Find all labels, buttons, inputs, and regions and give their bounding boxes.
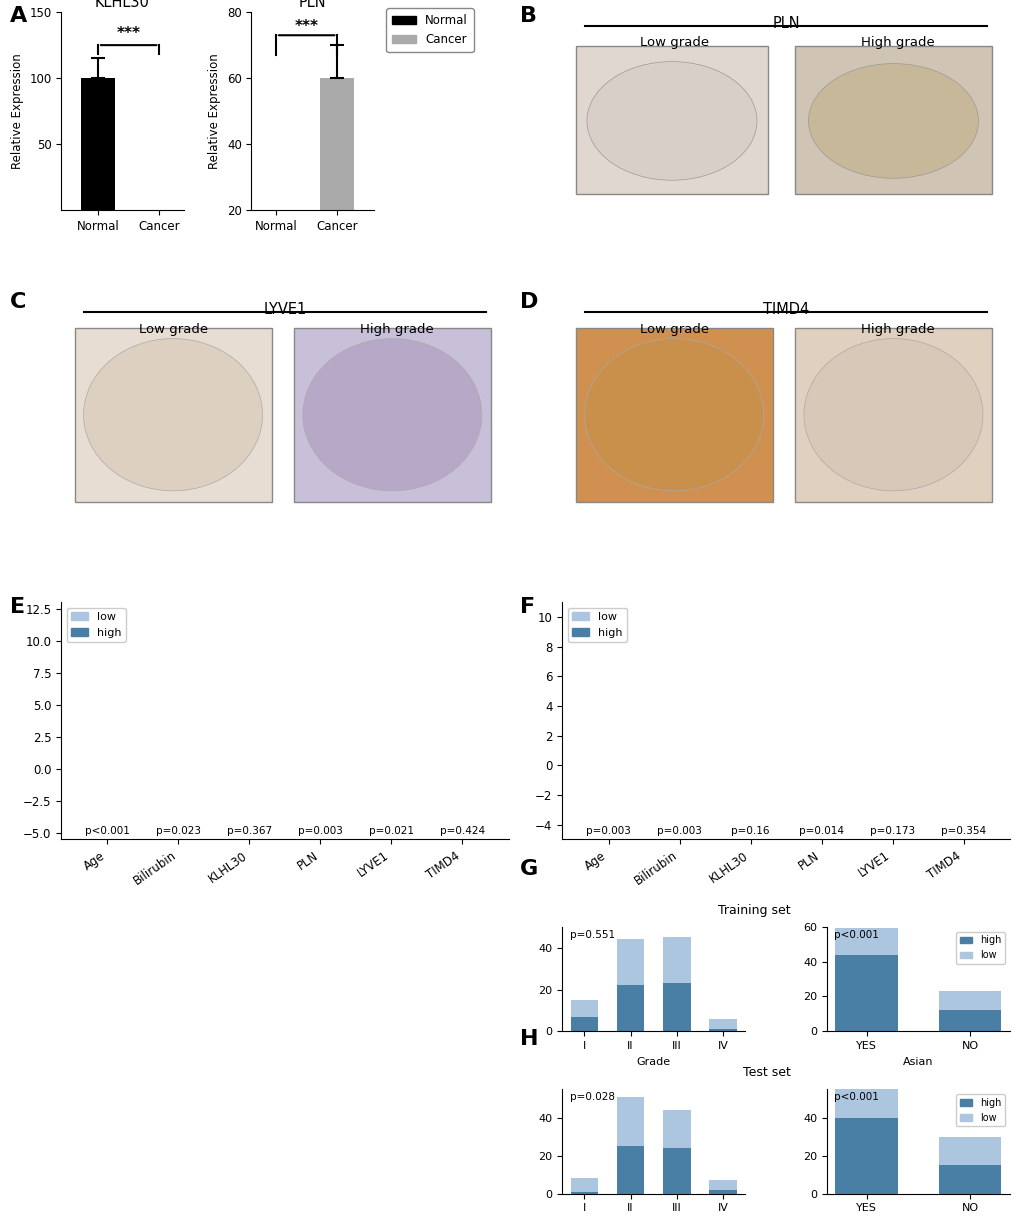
Text: Test set: Test set [742,1067,790,1079]
Ellipse shape [84,339,262,491]
Bar [570,1178,598,1191]
Bar [708,1180,736,1190]
Text: C: C [10,292,26,312]
Ellipse shape [586,62,756,180]
Bar [570,1000,598,1017]
Text: LYVE1: LYVE1 [263,302,307,317]
Bar [794,46,990,194]
Text: TIMD4: TIMD4 [762,302,808,317]
Bar [575,46,767,194]
Text: ***: *** [116,26,141,41]
Title: KLHL30: KLHL30 [95,0,150,10]
Y-axis label: Relative Expression: Relative Expression [10,54,23,169]
Bar [293,328,490,502]
Ellipse shape [303,339,481,491]
Ellipse shape [584,339,763,491]
Bar [835,928,897,955]
Bar [662,983,690,1032]
Text: Low grade: Low grade [139,323,208,336]
Bar [938,991,1001,1011]
Text: p=0.16: p=0.16 [731,826,769,836]
Bar [662,1110,690,1147]
Bar [570,1017,598,1032]
Text: p=0.021: p=0.021 [369,826,414,836]
Text: ***: *** [294,18,318,34]
Legend: Normal, Cancer: Normal, Cancer [386,9,473,52]
Text: p<0.001: p<0.001 [834,929,878,940]
Text: p<0.001: p<0.001 [834,1093,878,1102]
Text: PLN: PLN [771,16,799,32]
Text: p=0.367: p=0.367 [226,826,272,836]
Text: p=0.003: p=0.003 [656,826,701,836]
Text: p=0.014: p=0.014 [798,826,844,836]
Legend: high, low: high, low [956,932,1004,965]
Bar [662,937,690,983]
Text: High grade: High grade [360,323,433,336]
Bar [708,1029,736,1032]
Bar [616,939,644,985]
Bar [835,1117,897,1194]
Text: p=0.354: p=0.354 [941,826,985,836]
Text: Low grade: Low grade [639,323,708,336]
Bar [938,1136,1001,1166]
Text: G: G [520,859,538,878]
Text: Training set: Training set [717,904,790,917]
Text: B: B [520,6,537,26]
Text: High grade: High grade [860,323,933,336]
Bar [938,1166,1001,1194]
Bar [616,1146,644,1194]
Text: p=0.551: p=0.551 [569,929,614,940]
Bar [662,1147,690,1194]
Bar [320,78,354,275]
Ellipse shape [803,339,982,491]
Text: A: A [10,6,28,26]
Bar [835,1086,897,1117]
Bar [570,1191,598,1194]
Bar [708,1190,736,1194]
Text: p=0.424: p=0.424 [439,826,485,836]
Text: p=0.003: p=0.003 [298,826,342,836]
Bar [74,328,271,502]
Text: p=0.003: p=0.003 [586,826,631,836]
Bar [794,328,990,502]
Text: D: D [520,292,538,312]
Bar [835,955,897,1032]
Ellipse shape [808,63,977,178]
Bar [82,78,115,209]
Text: H: H [520,1029,538,1049]
Text: Low grade: Low grade [639,35,708,49]
Text: p=0.023: p=0.023 [156,826,201,836]
Text: p=0.173: p=0.173 [869,826,914,836]
Title: PLN: PLN [299,0,326,10]
Legend: low, high: low, high [568,608,627,642]
X-axis label: Asian: Asian [903,1057,932,1067]
Legend: high, low: high, low [956,1094,1004,1127]
Bar [938,1011,1001,1032]
Bar [616,1096,644,1146]
Text: p<0.001: p<0.001 [85,826,129,836]
X-axis label: Grade: Grade [636,1057,671,1067]
Text: High grade: High grade [860,35,933,49]
Bar [708,1018,736,1029]
Bar [616,985,644,1032]
Text: E: E [10,597,25,616]
Y-axis label: Relative Expression: Relative Expression [208,54,221,169]
Bar [575,328,772,502]
Legend: low, high: low, high [66,608,125,642]
Text: F: F [520,597,535,616]
Text: p=0.028: p=0.028 [569,1093,614,1102]
